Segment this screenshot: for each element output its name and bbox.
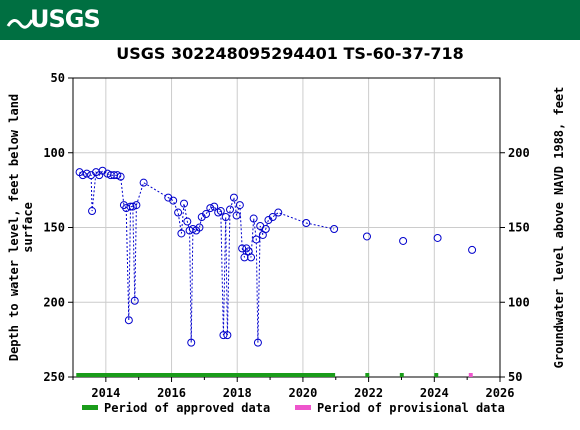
usgs-header-bar: USGS [0,0,580,40]
data-point [235,201,244,210]
data-point [232,211,241,220]
data-point [268,213,277,222]
grid-lines [73,78,500,377]
y-right-tick-label: 100 [508,295,530,309]
data-point [177,229,186,238]
series-line [79,170,335,343]
data-point [183,217,192,226]
data-point [468,245,477,254]
x-tick-label: 2020 [288,386,317,400]
data-point [128,202,137,211]
data-point [78,171,87,180]
data-point [187,338,196,347]
legend-provisional-label: Period of provisional data [317,401,505,415]
y-right-tick-label: 50 [508,370,522,384]
data-point [180,199,189,208]
y-left-tick-label: 150 [43,221,65,235]
data-point [249,214,258,223]
data-point [261,224,270,233]
approved-period-bar [365,373,370,377]
data-point [330,224,339,233]
data-point [226,205,235,214]
data-point [216,207,225,216]
chart-title: USGS 302248095294401 TS-60-37-718 [116,44,464,63]
y-left-tick-label: 100 [43,146,65,160]
data-point [238,244,247,253]
data-point [302,219,311,228]
data-point [252,235,261,244]
legend-provisional-swatch [295,405,311,410]
x-tick-label: 2016 [157,386,186,400]
provisional-period-bar [468,373,473,377]
approved-period-bar [76,373,336,377]
data-point [229,193,238,202]
y-axis-left-title-line2: surface [21,202,35,253]
data-point [124,316,133,325]
data-point [126,202,135,211]
data-points [75,166,477,347]
x-tick-label: 2014 [91,386,120,400]
data-point [399,236,408,245]
data-point [247,253,256,262]
y-left-tick-label: 50 [51,71,65,85]
legend: Period of approved data Period of provis… [82,401,505,415]
y-left-tick-label: 200 [43,295,65,309]
groundwater-chart: USGS 302248095294401 TS-60-37-718 2014 20… [7,44,566,415]
y-axis-right-title: Groundwater level above NAVD 1988, feet [552,87,566,369]
data-point [206,204,215,213]
x-tick-label: 2024 [420,386,449,400]
y-axis-left-title-line1: Depth to water level, feet below land [7,94,21,361]
data-point [169,196,178,205]
x-tick-label: 2026 [486,386,515,400]
data-point [221,213,230,222]
data-point [130,296,139,305]
data-point [139,178,148,187]
y-axis-right: 50 100 150 200 [500,146,530,384]
data-point [174,208,183,217]
usgs-wave-icon [6,19,34,29]
data-point [253,338,262,347]
x-tick-label: 2018 [223,386,252,400]
data-point [210,202,219,211]
legend-approved-swatch [82,405,98,410]
y-right-tick-label: 150 [508,221,530,235]
data-point [202,210,211,219]
data-point [223,331,232,340]
data-point [274,208,283,217]
data-point [88,207,97,216]
x-tick-label: 2022 [354,386,383,400]
data-period-bars [76,373,473,377]
y-left-tick-label: 250 [43,370,65,384]
data-point [132,201,141,210]
data-point [219,331,228,340]
data-point [362,232,371,241]
data-point [82,169,91,178]
legend-approved-label: Period of approved data [104,401,270,415]
data-point [195,223,204,232]
y-axis-left: 50 100 150 200 250 [43,71,73,384]
y-right-tick-label: 200 [508,146,530,160]
approved-period-bar [399,373,404,377]
usgs-logo-text: USGS [30,5,101,33]
data-point [116,172,125,181]
approved-period-bar [434,373,439,377]
data-point [433,233,442,242]
x-axis: 2014 2016 2018 2020 2022 2024 2026 [72,377,515,400]
